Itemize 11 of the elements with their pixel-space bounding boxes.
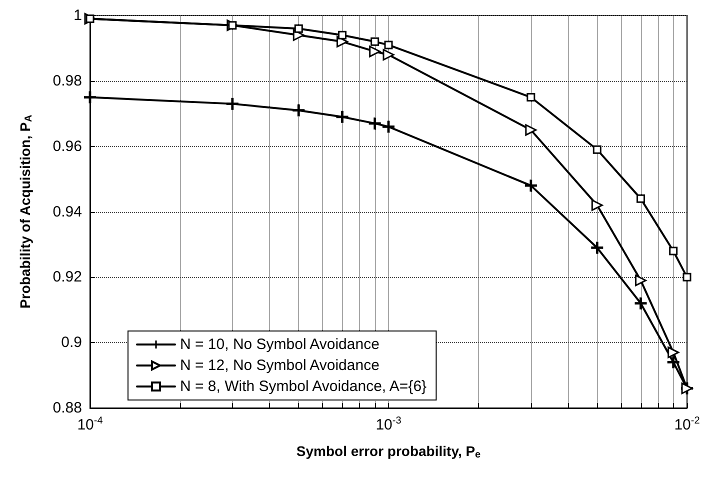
y-tick-label: 0.96 bbox=[52, 138, 82, 155]
y-axis-title: Probability of Acquisition, PA bbox=[17, 114, 34, 308]
y-tick-label: 0.92 bbox=[52, 268, 82, 286]
y-tick-label: 0.88 bbox=[52, 400, 82, 416]
y-tick-label: 0.94 bbox=[52, 203, 82, 220]
legend-label: N = 12, No Symbol Avoidance bbox=[180, 357, 380, 374]
legend-label: N = 10, No Symbol Avoidance bbox=[180, 336, 380, 353]
legend-label: N = 8, With Symbol Avoidance, A={6} bbox=[180, 378, 427, 395]
y-tick-label: 1 bbox=[74, 7, 82, 24]
y-tick-label: 0.9 bbox=[61, 334, 82, 352]
y-tick-label: 0.98 bbox=[52, 72, 82, 90]
